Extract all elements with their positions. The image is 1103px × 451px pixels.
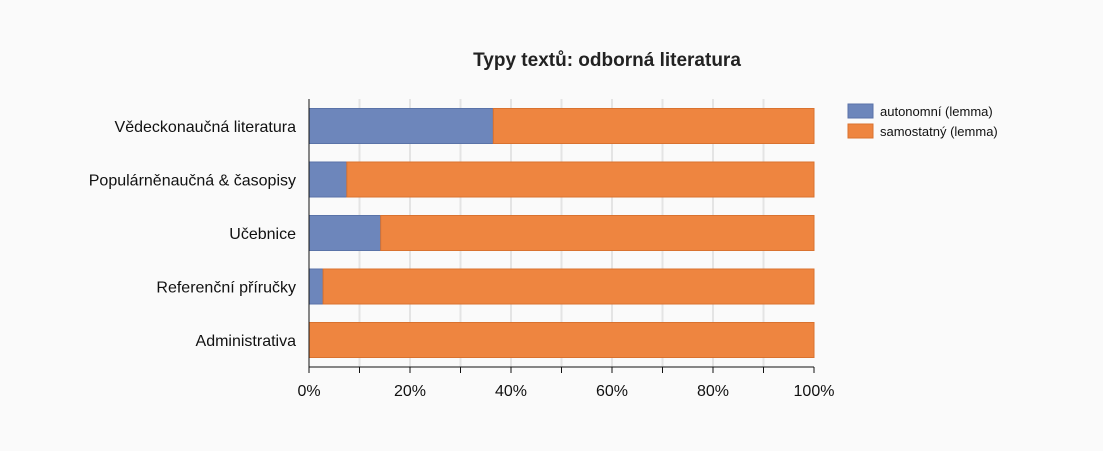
category-label: Populárněnaučná & časopisy	[89, 173, 296, 190]
category-label: Administrativa	[196, 333, 297, 350]
bar-segment	[346, 161, 815, 198]
category-labels: Vědeckonaučná literatura Populárněnaučná …	[89, 119, 296, 350]
bar-segment	[322, 268, 815, 305]
bar-segment	[308, 161, 348, 198]
bar-segment	[380, 215, 815, 251]
category-label: Učebnice	[229, 226, 296, 243]
x-tick-label: 100%	[794, 383, 835, 400]
bar-segment	[308, 215, 382, 251]
category-label: Referenční příručky	[156, 280, 296, 297]
legend-swatch	[847, 123, 874, 139]
legend-label: samostatný (lemma)	[880, 124, 998, 139]
chart-title: Typy textů: odborná literatura	[473, 50, 741, 71]
bar-segment	[492, 108, 815, 144]
category-label: Vědeckonaučná literatura	[115, 119, 297, 136]
x-tick-label: 60%	[596, 383, 628, 400]
bar-segment	[308, 322, 815, 358]
x-tick-label: 40%	[495, 383, 527, 400]
legend-swatch	[847, 103, 874, 119]
x-tick-label: 80%	[697, 383, 729, 400]
bars	[308, 108, 815, 358]
bar-segment	[308, 108, 494, 144]
legend: autonomní (lemma) samostatný (lemma)	[847, 103, 998, 139]
bar-segment	[308, 268, 324, 305]
x-tick-label: 0%	[297, 383, 320, 400]
x-tick-label: 20%	[394, 383, 426, 400]
legend-label: autonomní (lemma)	[880, 104, 993, 119]
axes: 0% 20% 40% 60% 80% 100%	[297, 99, 834, 400]
